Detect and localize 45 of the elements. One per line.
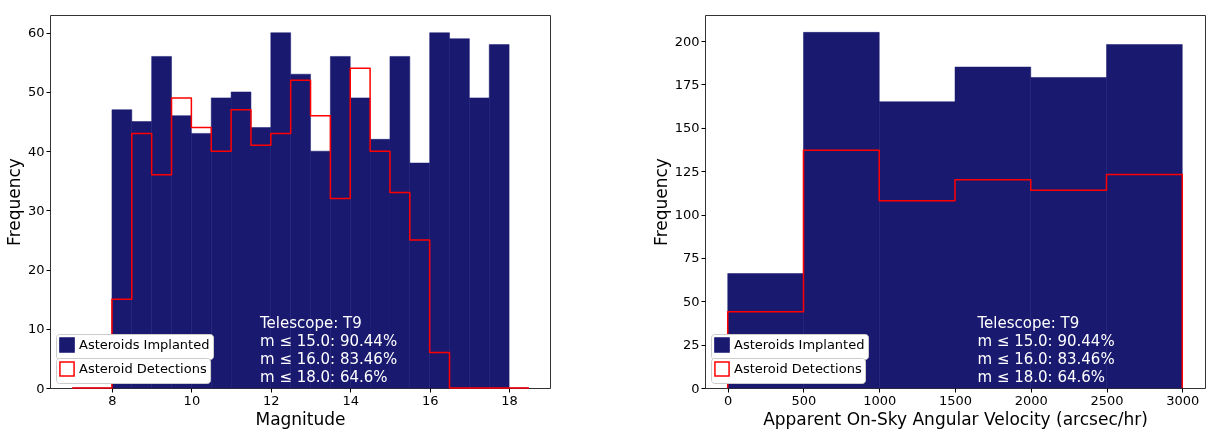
- legend-label: Asteroids Implanted: [734, 337, 865, 352]
- y-tick-label: 25: [682, 337, 700, 353]
- x-tick-label: 2000: [1014, 392, 1048, 408]
- legend-label: Asteroid Detections: [734, 361, 862, 376]
- x-tick-label: 2500: [1090, 392, 1124, 408]
- y-tick-label: 100: [674, 207, 700, 223]
- annotation: m ≤ 15.0: 90.44%: [977, 332, 1115, 350]
- y-tick-label: 75: [682, 250, 700, 266]
- x-tick-label: 12: [263, 392, 280, 408]
- x-axis-title: Apparent On-Sky Angular Velocity (arcsec/hr): [763, 408, 1148, 429]
- y-axis-title: Frequency: [650, 158, 671, 246]
- y-tick-label: 125: [674, 163, 700, 179]
- y-tick-label: 50: [682, 293, 700, 309]
- y-tick-label: 175: [674, 76, 700, 92]
- annotation: m ≤ 18.0: 64.6%: [260, 368, 388, 386]
- annotation: Telescope: T9: [259, 314, 362, 332]
- x-tick-label: 8: [108, 392, 117, 408]
- x-tick-label: 16: [421, 392, 439, 408]
- x-tick-label: 0: [724, 392, 733, 408]
- y-tick-label: 30: [27, 202, 45, 218]
- x-tick-label: 1500: [938, 392, 973, 408]
- x-tick-label: 14: [342, 392, 360, 408]
- x-tick-label: 1000: [863, 392, 897, 408]
- y-tick-label: 40: [27, 143, 45, 159]
- y-tick-label: 20: [27, 262, 45, 278]
- x-tick-label: 3000: [1166, 392, 1200, 408]
- annotation: Telescope: T9: [976, 314, 1080, 332]
- y-tick-label: 10: [27, 321, 45, 337]
- x-tick-label: 10: [183, 392, 201, 408]
- annotation: m ≤ 18.0: 64.6%: [977, 368, 1106, 386]
- y-tick-label: 50: [27, 84, 45, 100]
- legend-label: Asteroids Implanted: [79, 337, 210, 352]
- annotation: m ≤ 15.0: 90.44%: [260, 332, 398, 350]
- y-axis-title: Frequency: [3, 158, 24, 246]
- y-tick-label: 0: [36, 380, 45, 396]
- y-tick-label: 150: [674, 120, 700, 136]
- y-tick-label: 0: [691, 380, 700, 396]
- annotation: m ≤ 16.0: 83.46%: [260, 350, 398, 368]
- x-tick-label: 18: [501, 392, 518, 408]
- x-axis-title: Magnitude: [255, 408, 346, 429]
- y-tick-label: 60: [27, 25, 45, 41]
- annotation: m ≤ 16.0: 83.46%: [977, 350, 1115, 368]
- y-tick-label: 200: [674, 33, 700, 49]
- legend-label: Asteroid Detections: [79, 361, 207, 376]
- x-tick-label: 500: [791, 392, 817, 408]
